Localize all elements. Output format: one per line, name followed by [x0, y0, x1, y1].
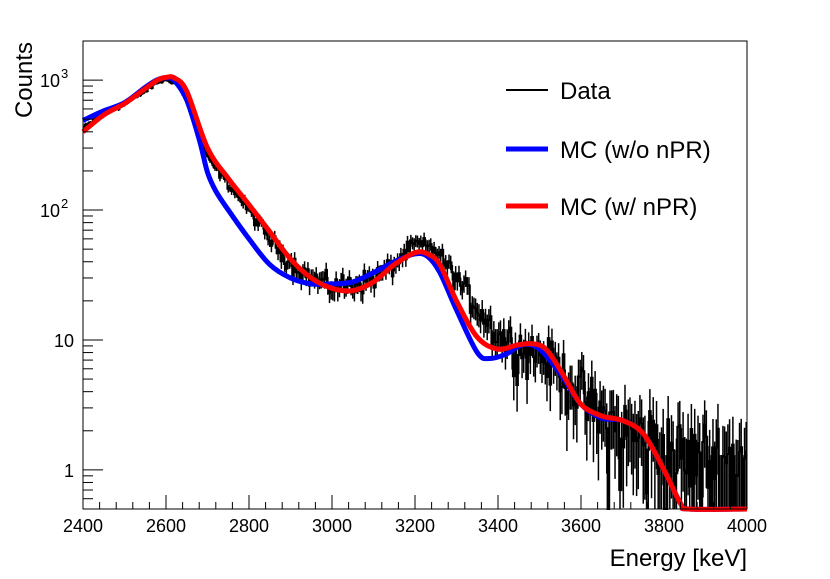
y-tick-exponent: 3 [61, 66, 68, 81]
y-tick-label: 10 [54, 331, 74, 351]
x-tick-label: 3800 [644, 516, 684, 536]
y-tick-base: 10 [54, 331, 74, 351]
plot-lines [81, 74, 748, 512]
x-tick-label: 2400 [63, 516, 103, 536]
x-tick-label: 3000 [312, 516, 352, 536]
y-tick-label: 1 [64, 461, 74, 481]
x-tick-label: 4000 [727, 516, 767, 536]
x-axis-title: Energy [keV] [610, 545, 747, 572]
y-tick-base: 1 [64, 461, 74, 481]
y-tick-base: 10 [40, 71, 60, 91]
legend-label: MC (w/o nPR) [560, 137, 711, 164]
y-axis-title: Counts [11, 42, 38, 118]
legend-label: Data [560, 78, 611, 105]
x-tick-label: 3600 [561, 516, 601, 536]
y-tick-label: 10 [40, 201, 60, 221]
x-tick-label: 2600 [146, 516, 186, 536]
x-tick-label: 2800 [229, 516, 269, 536]
y-tick-label: 10 [40, 71, 60, 91]
x-tick-label: 3200 [395, 516, 435, 536]
mc-with-npr-curve [81, 74, 748, 512]
x-tick-label: 3400 [478, 516, 518, 536]
legend: Data MC (w/o nPR) MC (w/ nPR) [506, 78, 711, 221]
y-tick-exponent: 2 [61, 196, 68, 211]
legend-label: MC (w/ nPR) [560, 194, 697, 221]
y-tick-base: 10 [40, 201, 60, 221]
x-axis: 2400 2600 2800 3000 3200 3400 3600 3800 4000 [63, 495, 767, 536]
